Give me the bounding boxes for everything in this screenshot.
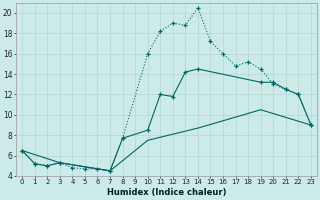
X-axis label: Humidex (Indice chaleur): Humidex (Indice chaleur) [107,188,226,197]
